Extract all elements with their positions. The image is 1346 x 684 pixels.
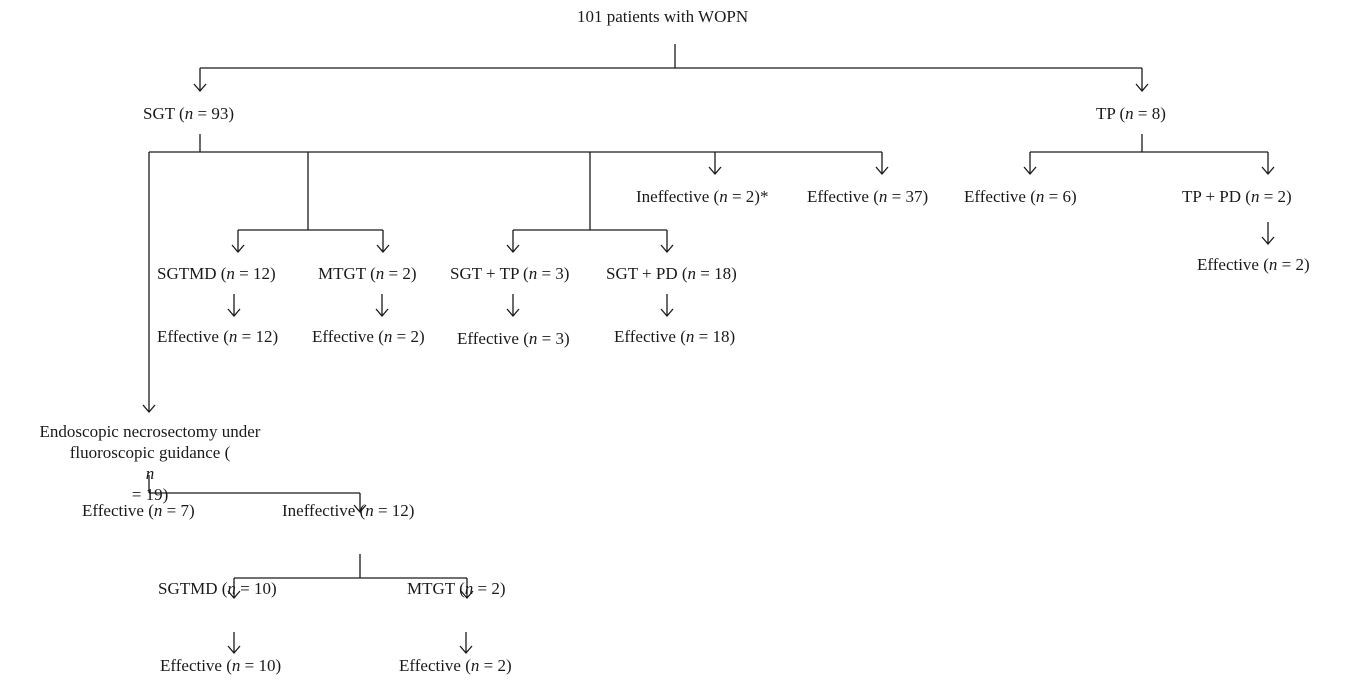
arrow-head (227, 590, 241, 599)
arrow-head (353, 504, 367, 513)
arrow-head (460, 590, 474, 599)
mtgt-node: MTGT (n = 2) (318, 264, 417, 283)
effective-mtgt-node: Effective (n = 2) (312, 327, 425, 346)
root-node: 101 patients with WOPN (577, 7, 749, 26)
arrow-head (506, 308, 520, 317)
tp-pd-node: TP + PD (n = 2) (1182, 187, 1292, 206)
arrow-head (660, 308, 674, 317)
mtgt-nec-node: MTGT (n = 2) (407, 579, 506, 598)
necrosectomy-node: Endoscopic necrosectomy under fluoroscop… (39, 422, 261, 504)
arrow-head (227, 308, 241, 317)
arrow-head (227, 645, 241, 654)
effective-sgt-pd-node: Effective (n = 18) (614, 327, 736, 346)
sgtmd-node: SGTMD (n = 12) (157, 264, 276, 283)
arrow-head (142, 404, 156, 413)
effective-sgtmd-node: Effective (n = 12) (157, 327, 279, 346)
arrow-head (1261, 166, 1275, 175)
arrow-head (193, 83, 207, 92)
effective-sgt-tp-node: Effective (n = 3) (457, 329, 570, 348)
arrow-head (660, 244, 674, 253)
sgt-pd-node: SGT + PD (n = 18) (606, 264, 737, 283)
effective-sgt-node: Effective (n = 37) (807, 187, 929, 206)
arrow-head (1135, 83, 1149, 92)
arrow-head (459, 645, 473, 654)
arrow-head (506, 244, 520, 253)
sgtmd-nec-node: SGTMD (n = 10) (158, 579, 277, 598)
arrow-head (875, 166, 889, 175)
arrow-head (376, 244, 390, 253)
ineffective-nec-node: Ineffective (n = 12) (282, 501, 415, 520)
sgt-tp-node: SGT + TP (n = 3) (450, 264, 570, 283)
ineffective-sgt-node: Ineffective (n = 2)* (636, 187, 769, 206)
arrow-head (708, 166, 722, 175)
arrow-head (1023, 166, 1037, 175)
arrow-head (1261, 236, 1275, 245)
arrow-head (375, 308, 389, 317)
effective-nec-node: Effective (n = 7) (82, 501, 195, 520)
tp-node: TP (n = 8) (1096, 104, 1166, 123)
effective-mtgt-nec-node: Effective (n = 2) (399, 656, 512, 675)
effective-tp-pd-node: Effective (n = 2) (1197, 255, 1310, 274)
effective-tp-node: Effective (n = 6) (964, 187, 1077, 206)
effective-sgtmd-nec-node: Effective (n = 10) (160, 656, 282, 675)
sgt-node: SGT (n = 93) (143, 104, 234, 123)
arrow-head (231, 244, 245, 253)
